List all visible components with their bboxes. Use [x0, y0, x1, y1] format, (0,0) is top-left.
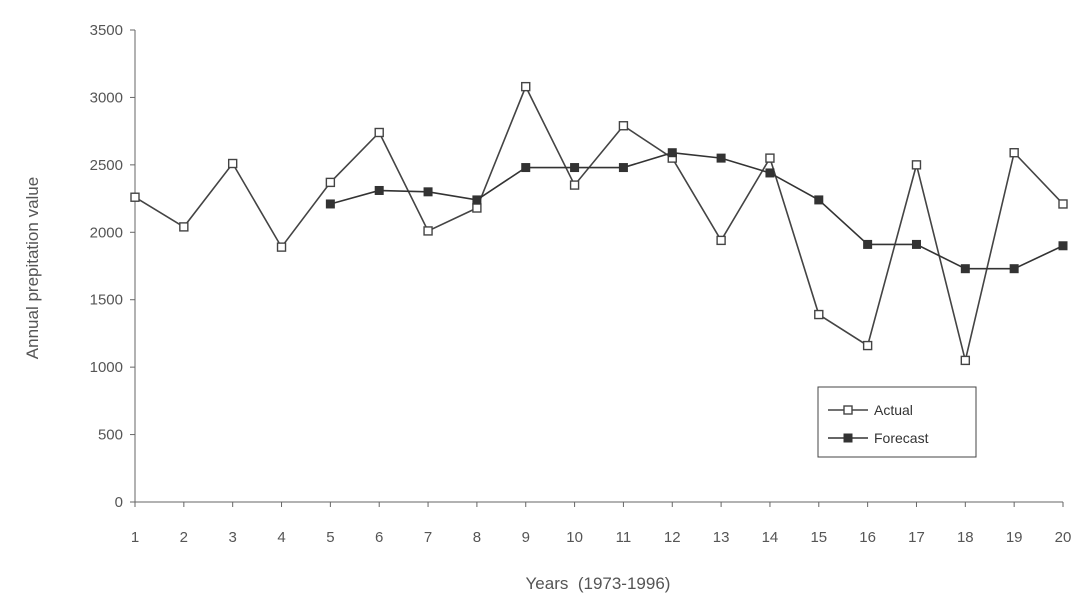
y-tick-label: 2000	[90, 224, 123, 241]
data-point-actual	[423, 226, 433, 236]
y-tick-label: 0	[115, 494, 123, 511]
x-tick-label: 8	[473, 529, 481, 546]
y-axis: 0 500 1000 1500 2000 2500 3000 3500	[90, 22, 136, 511]
legend-marker-forecast	[843, 433, 853, 443]
y-tick-label: 500	[98, 427, 123, 444]
data-point-actual	[1009, 148, 1019, 158]
legend: Actual Forecast	[817, 386, 977, 458]
series-actual	[130, 81, 1068, 366]
y-tick-label: 2500	[90, 157, 123, 174]
data-point-forecast	[374, 185, 384, 195]
data-point-forecast	[814, 195, 824, 205]
x-tick-label: 19	[1006, 529, 1023, 546]
legend-marker-actual	[843, 405, 853, 415]
x-tick-label: 1	[131, 529, 139, 546]
data-point-actual	[227, 158, 238, 169]
data-point-forecast	[472, 195, 482, 205]
data-point-actual	[569, 180, 580, 190]
series-line-actual	[134, 84, 1064, 361]
data-point-actual	[765, 153, 775, 163]
data-point-actual	[862, 340, 873, 351]
x-axis-title: Years (1973-1996)	[526, 574, 671, 593]
y-tick-label: 1000	[90, 359, 123, 376]
legend-label-forecast: Forecast	[874, 430, 929, 446]
data-point-actual	[814, 309, 824, 320]
data-point-forecast	[325, 199, 335, 209]
x-tick-label: 10	[566, 529, 583, 546]
series-line-forecast	[330, 151, 1064, 270]
x-tick-label: 3	[229, 529, 237, 546]
x-tick-label: 7	[424, 529, 432, 546]
data-point-actual	[960, 355, 971, 366]
data-point-actual	[618, 121, 629, 131]
data-point-forecast	[765, 168, 775, 178]
x-tick-label: 14	[762, 529, 779, 546]
x-tick-label: 12	[664, 529, 681, 546]
data-point-actual	[130, 192, 140, 202]
y-axis-title: Annual prepitation value	[23, 177, 42, 359]
data-point-actual	[276, 242, 287, 252]
x-tick-label: 18	[957, 529, 974, 546]
y-tick-label: 1500	[90, 292, 123, 309]
data-point-actual	[472, 203, 482, 213]
data-point-forecast	[960, 264, 970, 274]
data-point-actual	[1058, 199, 1068, 209]
x-tick-label: 15	[810, 529, 827, 546]
data-point-forecast	[423, 187, 433, 197]
x-tick-label: 13	[713, 529, 730, 546]
data-point-forecast	[863, 239, 873, 249]
series-forecast	[325, 148, 1068, 274]
x-tick-label: 5	[326, 529, 334, 546]
x-tick-label: 16	[859, 529, 876, 546]
data-point-forecast	[521, 163, 531, 173]
y-tick-label: 3500	[90, 22, 123, 39]
data-point-actual	[179, 222, 189, 232]
x-tick-label: 9	[522, 529, 530, 546]
data-point-forecast	[911, 239, 921, 249]
data-point-forecast	[1009, 264, 1019, 274]
data-point-actual	[911, 160, 922, 170]
data-point-forecast	[570, 163, 580, 173]
x-tick-label: 4	[277, 529, 285, 546]
data-point-actual	[325, 177, 336, 188]
data-point-forecast	[716, 153, 726, 163]
data-point-actual	[716, 235, 726, 246]
x-tick-label: 20	[1055, 529, 1072, 546]
data-point-actual	[374, 127, 384, 138]
data-point-forecast	[618, 163, 628, 173]
legend-label-actual: Actual	[874, 402, 913, 418]
x-tick-label: 6	[375, 529, 383, 546]
x-tick-label: 17	[908, 529, 925, 546]
y-tick-label: 3000	[90, 89, 123, 106]
data-point-forecast	[1058, 241, 1068, 251]
series-layer	[130, 81, 1068, 366]
data-point-forecast	[667, 148, 677, 158]
x-tick-label: 2	[180, 529, 188, 546]
data-point-actual	[521, 81, 531, 92]
legend-box	[817, 386, 977, 458]
x-axis: 1 2 3 4 5 6 7 8 9 10 11 12 13 14 15 16 17 18 19 20	[131, 501, 1072, 546]
x-tick-label: 11	[616, 529, 632, 546]
